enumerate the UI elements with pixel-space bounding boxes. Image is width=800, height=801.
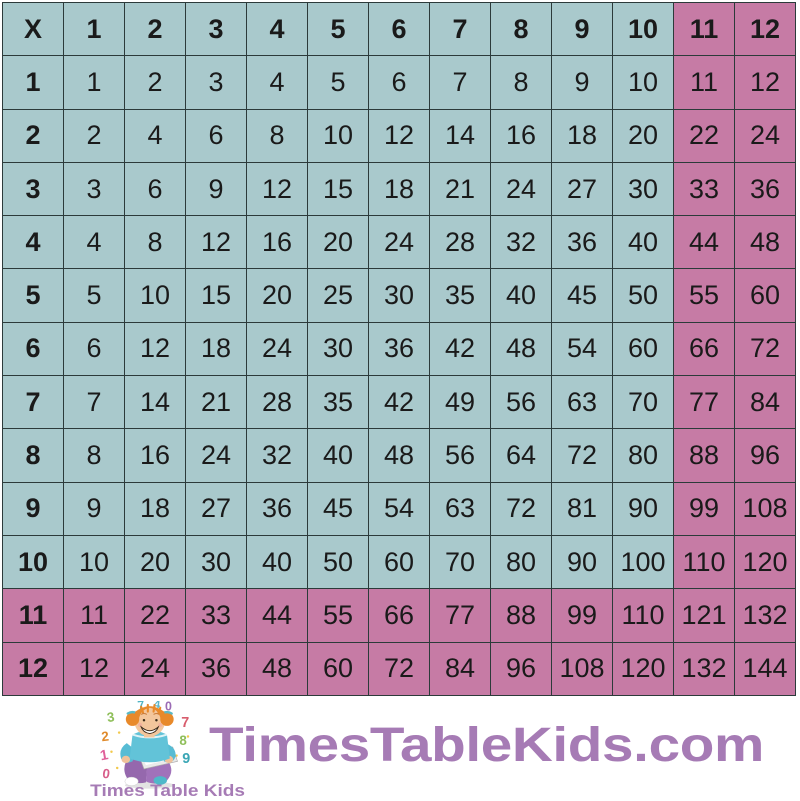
svg-text:8: 8 <box>179 733 187 748</box>
svg-text:9: 9 <box>182 751 190 767</box>
svg-text:1: 1 <box>100 747 110 764</box>
svg-text:0: 0 <box>101 766 110 782</box>
svg-text:7: 7 <box>181 715 189 731</box>
svg-text:3: 3 <box>106 709 115 725</box>
svg-text:2: 2 <box>101 729 110 745</box>
